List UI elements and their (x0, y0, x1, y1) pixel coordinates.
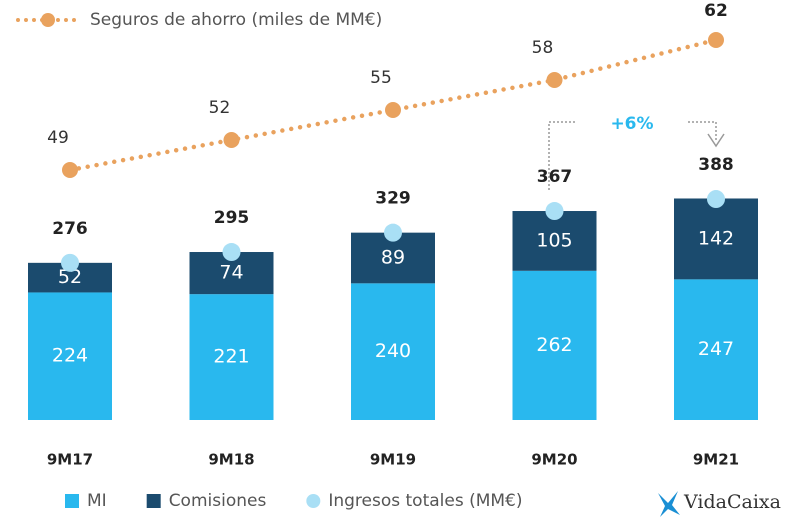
total-dot (707, 190, 725, 209)
bar-segment (189, 294, 274, 420)
legend-label: Comisiones (169, 491, 267, 511)
total-label: 295 (214, 208, 250, 228)
legend-dot (41, 13, 55, 27)
line-dot (62, 162, 78, 178)
line-label: 52 (209, 98, 231, 118)
x-tick-label: 9M20 (531, 451, 577, 469)
annotation: +6% (610, 114, 653, 134)
x-tick-label: 9M18 (208, 451, 254, 469)
logo-mark (658, 491, 680, 517)
line-label: 58 (532, 38, 554, 58)
total-dot (384, 223, 402, 242)
segment-label: 52 (58, 266, 82, 288)
line (67, 37, 719, 173)
total-label: 276 (52, 219, 88, 239)
segment-label: 240 (375, 340, 411, 362)
segment-label: 224 (52, 345, 88, 367)
x-tick-label: 9M19 (370, 451, 416, 469)
arrow-start (548, 121, 575, 190)
segment-label: 142 (698, 227, 734, 249)
segment-label: 247 (698, 338, 734, 360)
line-dot (385, 102, 401, 118)
line-label: 55 (370, 68, 392, 88)
segment-label: 262 (536, 334, 572, 356)
legend-marker (306, 494, 321, 508)
segment-label: 105 (536, 229, 572, 251)
legend-label: MI (87, 491, 107, 511)
bar-segment (512, 270, 597, 420)
line-label: 49 (47, 128, 69, 148)
arrow-end (688, 121, 717, 142)
total-label: 329 (375, 189, 411, 209)
total-label: 367 (537, 167, 573, 187)
logo-text: VidaCaixa (683, 491, 781, 513)
bar-segment (674, 279, 758, 420)
segment-label: 89 (381, 246, 405, 268)
bar-segment (674, 198, 758, 280)
line-dot (546, 72, 563, 88)
legend-marker (146, 494, 161, 508)
bar-segment (512, 211, 597, 271)
x-tick-label: 9M21 (693, 451, 739, 469)
legend-label: Ingresos totales (MM€) (328, 491, 522, 511)
legend-marker (65, 494, 79, 508)
total-dot (61, 253, 79, 272)
total-dot (545, 202, 564, 221)
line-dot (223, 132, 240, 148)
bar-segment (351, 283, 435, 420)
total-dot (222, 243, 241, 262)
x-tick-label: 9M17 (47, 451, 93, 469)
segment-label: 221 (213, 346, 249, 368)
total-label: 388 (698, 155, 734, 175)
arrow-head (707, 133, 725, 148)
line-dot (708, 32, 724, 48)
legend-label: Seguros de ahorro (miles de MM€) (90, 10, 382, 30)
segment-label: 74 (219, 262, 243, 284)
line-label: 62 (704, 1, 728, 21)
bar-segment (28, 292, 112, 420)
